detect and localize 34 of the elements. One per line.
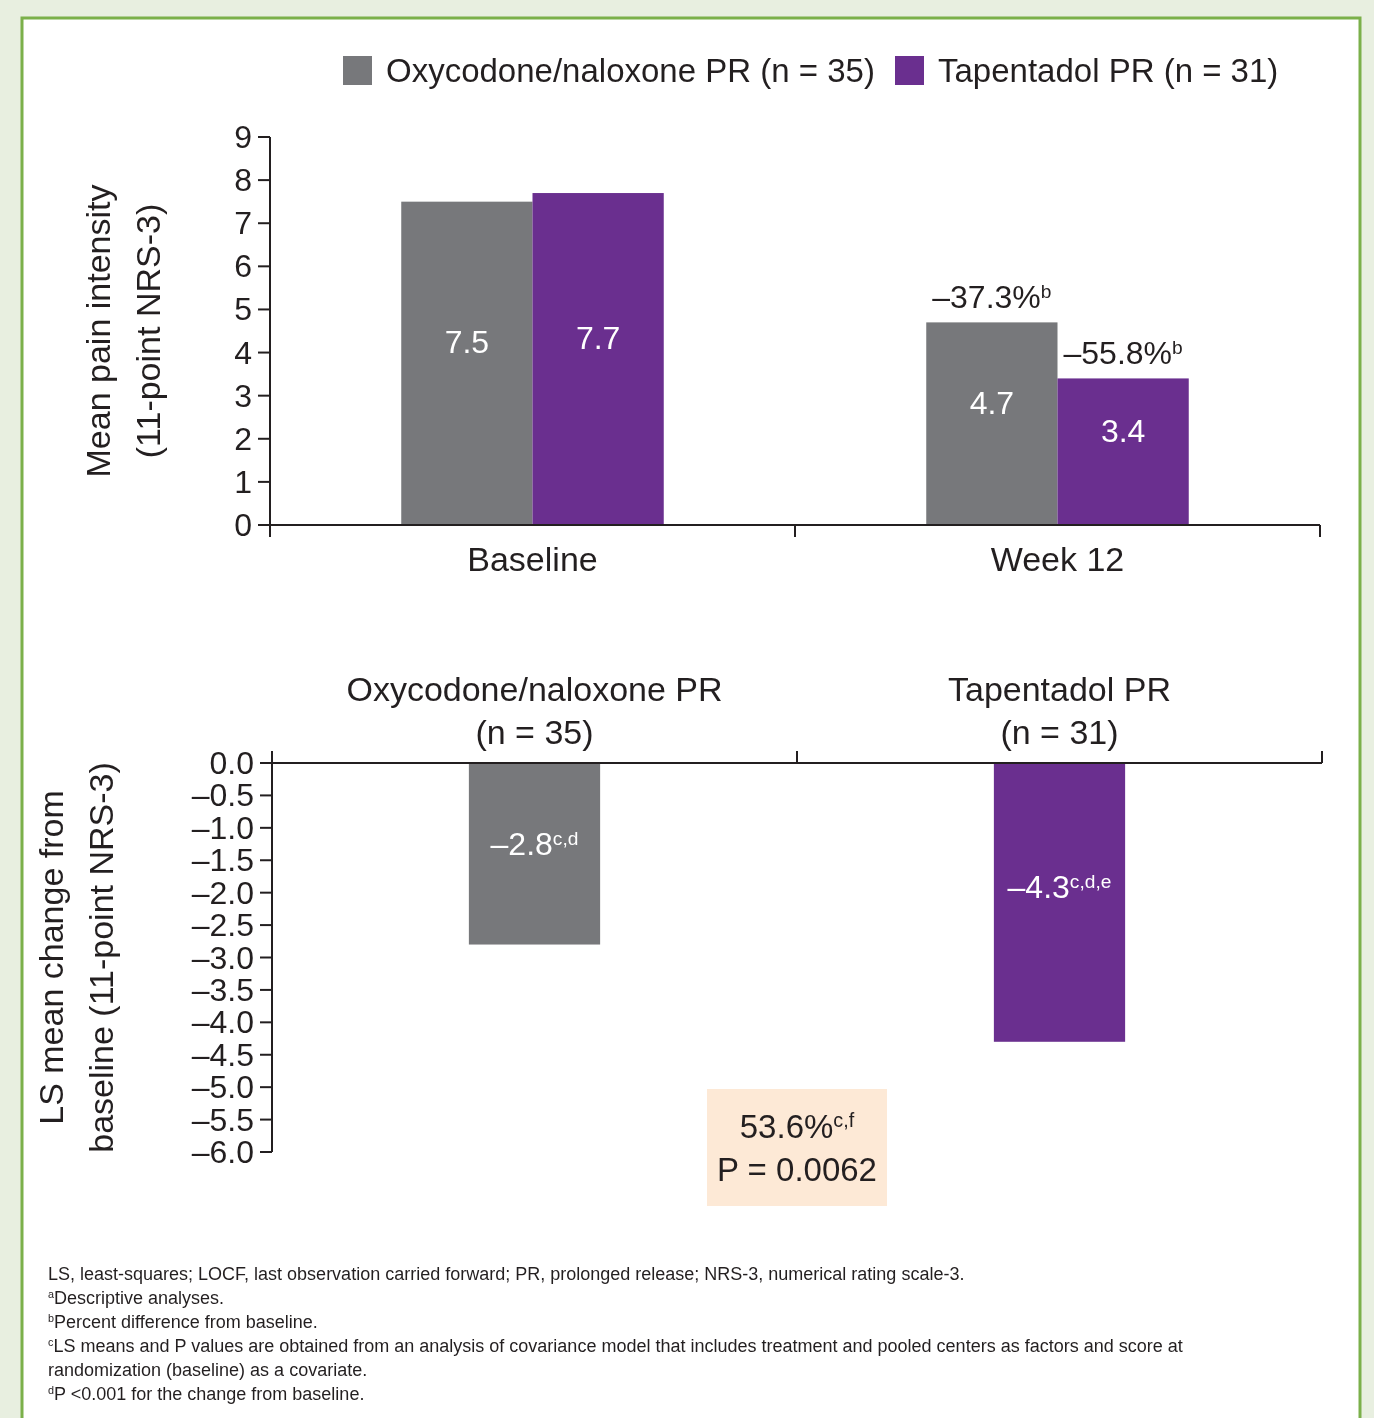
data-label: 4.7 xyxy=(969,384,1015,421)
annotation: –37.3%$^{b}$ xyxy=(932,279,1052,316)
y-tick-label: 3 xyxy=(234,377,252,414)
data-label: –4.3$^{c,d,e}$ xyxy=(1007,869,1112,906)
y-tick-label: 4 xyxy=(234,334,252,371)
legend-label: Tapentadol PR (n = 31) xyxy=(938,52,1279,89)
x-tick-label: Baseline xyxy=(467,540,598,578)
bar xyxy=(532,193,664,525)
bar xyxy=(1057,378,1189,525)
bar xyxy=(926,322,1058,525)
data-label: 7.5 xyxy=(444,324,490,361)
text: $^{a}$Descriptive analyses. xyxy=(48,1288,225,1308)
y-tick-label: 2 xyxy=(234,420,252,457)
y-tick-label: 7 xyxy=(234,205,252,242)
annotation: –55.8%$^{b}$ xyxy=(1063,335,1183,372)
y-tick-label: 8 xyxy=(234,162,252,199)
y-tick-label: 9 xyxy=(234,119,252,155)
y-tick-label: 6 xyxy=(234,248,252,285)
text: $^{d}$P <0.001 for the change from baseline. xyxy=(48,1384,365,1404)
data-label: 3.4 xyxy=(1100,412,1146,449)
data-label: –2.8$^{c,d}$ xyxy=(490,825,579,862)
y-axis-title: LS mean change from baseline (11-point NRS-3) xyxy=(32,762,120,1153)
y-axis-title: Mean pain intensity (11-point NRS-3) xyxy=(79,184,167,478)
text: $^{b}$Percent difference from baseline. xyxy=(48,1312,318,1332)
annotation: 53.6%$^{c,f}$ P = 0.0062 xyxy=(717,1108,877,1188)
bar xyxy=(401,201,533,525)
legend-label: Oxycodone/naloxone PR (n = 35) xyxy=(386,52,875,89)
y-tick-label: 0 xyxy=(234,507,252,543)
data-label: 7.7 xyxy=(575,320,621,357)
y-tick-label: 1 xyxy=(234,463,252,500)
text: LS, least-squares; LOCF, last observation carried forward; PR, prolonged release; NRS-3, numerical rating scale-3. xyxy=(48,1264,965,1284)
x-tick-label: Week 12 xyxy=(990,540,1125,578)
y-tick-label: 5 xyxy=(234,291,252,328)
text: $^{c}$LS means and P values are obtained from an analysis of covariance model that includes treatment and pooled centers as factors and score at randomization (baseline) as a covariate. xyxy=(48,1336,1183,1380)
